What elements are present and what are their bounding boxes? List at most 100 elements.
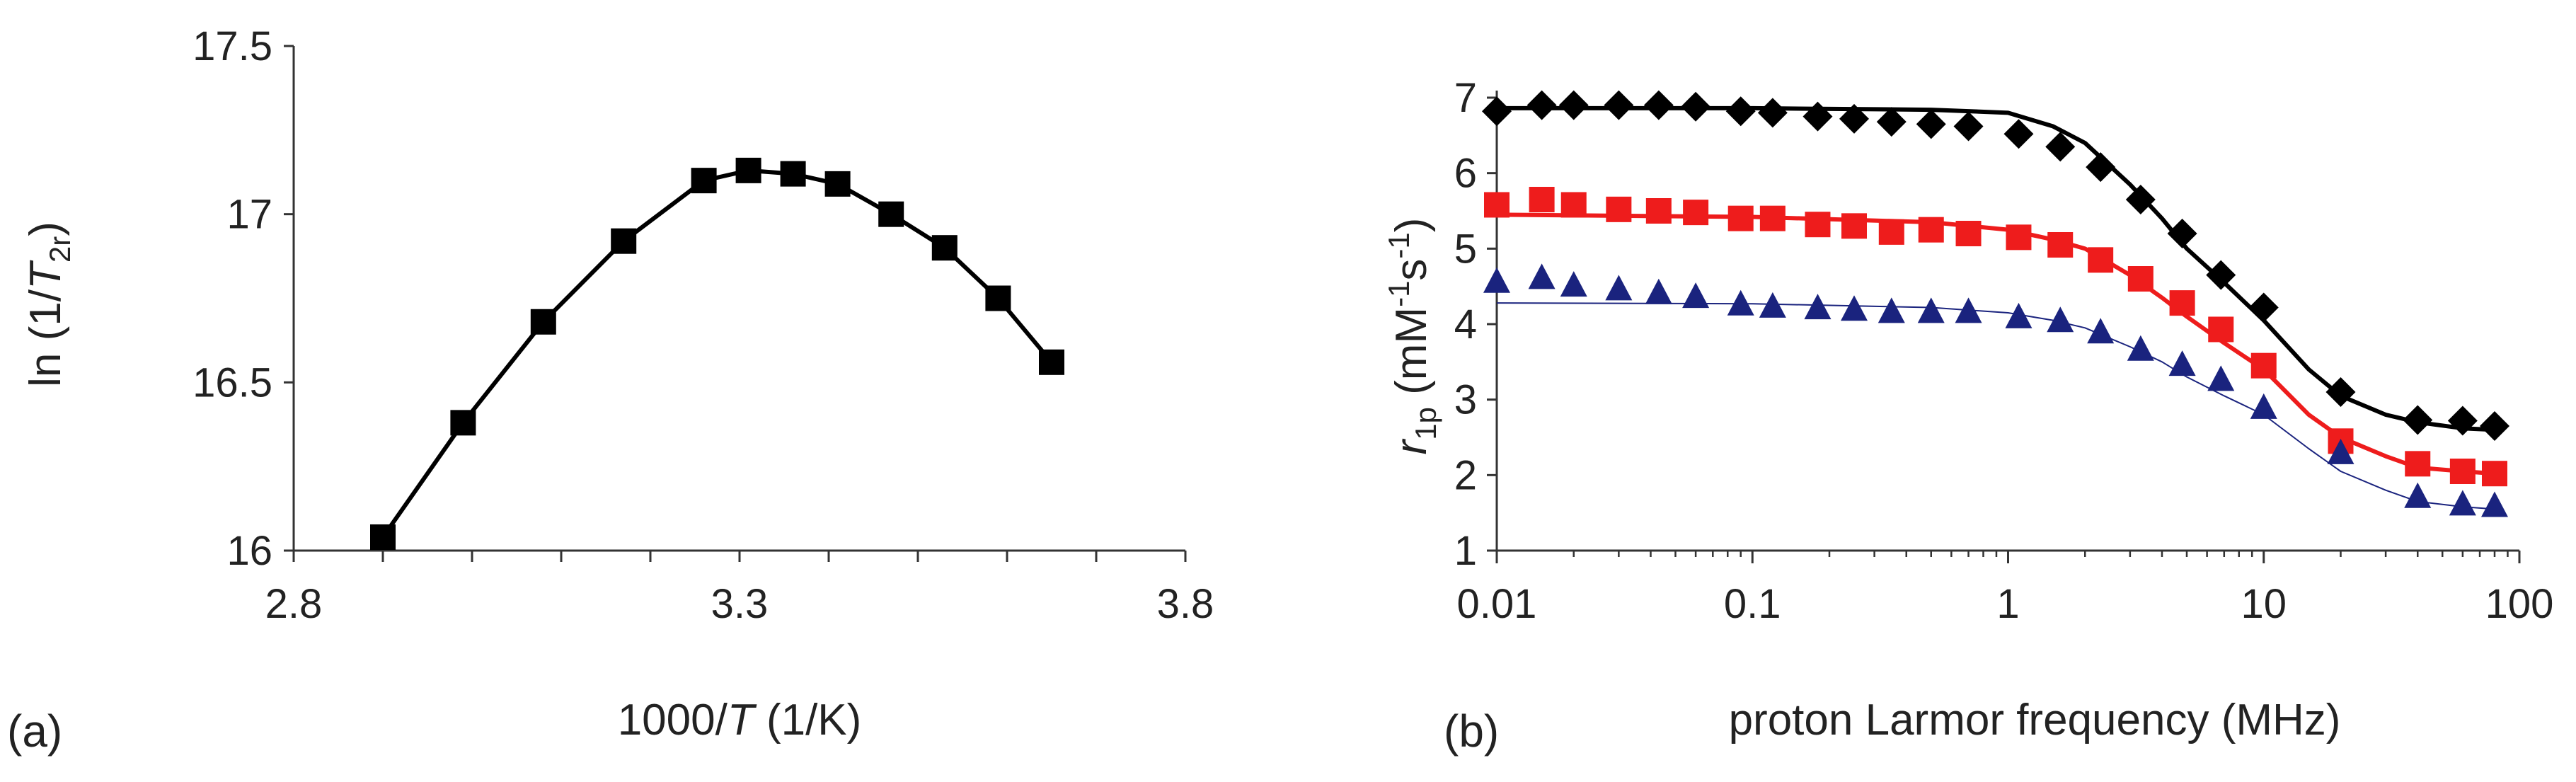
- panel-b-point-diamonds: [1802, 101, 1833, 132]
- panel-b-point-squares: [1606, 196, 1632, 222]
- panel-b-ylabel-sup1: -1: [1382, 281, 1415, 307]
- panel-b-point-diamonds: [2125, 185, 2156, 214]
- panel-b-point-triangles: [1917, 297, 1945, 323]
- panel-a-series-line: [381, 168, 1054, 539]
- panel-a-tick-labels: 16 16.5 17 17.5 2.8 3.3 3.8: [192, 23, 1214, 627]
- panel-b-point-squares: [1805, 212, 1831, 238]
- panel-a-data-point: [878, 201, 904, 227]
- panel-b-point-squares: [2405, 451, 2431, 477]
- panel-b-point-squares: [1645, 198, 1672, 224]
- panel-b-point-squares: [1529, 187, 1555, 212]
- panel-b-ylabel-sup2: -1: [1382, 232, 1415, 258]
- panel-b-point-squares: [1759, 205, 1786, 231]
- panel-a-axes: [284, 45, 1187, 562]
- panel-b-point-triangles: [2127, 335, 2154, 361]
- panel-b-point-triangles: [2404, 482, 2432, 508]
- panel-a-data-point: [931, 235, 958, 261]
- panel-a-data-point: [530, 309, 556, 335]
- panel-b-point-triangles: [1878, 297, 1905, 323]
- panel-b-point-diamonds: [2403, 405, 2433, 435]
- panel-b-point-diamonds: [2479, 411, 2509, 441]
- panel-b-point-triangles: [2087, 318, 2115, 344]
- panel-b-point-squares: [2047, 232, 2074, 258]
- panel-b-y-axis-title: r1p (mM-1s-1): [1382, 218, 1442, 455]
- panel-b-fit-triangles: [1496, 302, 2495, 510]
- panel-b-point-triangles: [1759, 292, 1786, 318]
- panel-b-point-squares: [1727, 205, 1754, 231]
- panel-b-point-diamonds: [1839, 103, 1870, 134]
- panel-a-y-tick-label: 16: [226, 528, 272, 574]
- panel-b-axes: [1487, 91, 2521, 563]
- panel-b-point-triangles: [1528, 263, 1556, 289]
- panel-b-point-squares: [2250, 352, 2277, 379]
- panel-a-data-point: [985, 285, 1011, 311]
- panel-a-x-tick-label: 3.3: [711, 581, 769, 627]
- panel-b-fit-curves: [1496, 105, 2495, 510]
- panel-b-point-diamonds: [1558, 90, 1589, 120]
- panel-b-point-triangles: [2327, 438, 2354, 464]
- panel-b-series: [1482, 90, 2509, 517]
- panel-b-x-tick-label: 0.01: [1457, 581, 1537, 627]
- panel-a-data-point: [611, 228, 637, 254]
- panel-b-point-squares: [1683, 200, 1709, 226]
- panel-a-x-tick-label: 2.8: [265, 581, 323, 627]
- panel-b-point-triangles: [1955, 297, 1982, 323]
- panel-a-data-point: [735, 157, 761, 183]
- panel-b-point-diamonds: [1526, 90, 1557, 120]
- panel-b-point-squares: [1918, 217, 1944, 243]
- panel-b-x-tick-label: 10: [2241, 581, 2287, 627]
- panel-b-point-triangles: [2250, 393, 2277, 419]
- panel-b-point-diamonds: [2206, 260, 2236, 290]
- panel-b-x-tick-label: 1: [1996, 581, 2019, 627]
- panel-b-point-squares: [1955, 221, 1982, 246]
- panel-b-point-squares: [1878, 219, 1904, 245]
- panel-b-point-triangles: [1682, 282, 1710, 309]
- panel-b-point-triangles: [1841, 295, 1868, 321]
- panel-b-point-squares: [2449, 459, 2476, 484]
- panel-b-y-tick-label: 6: [1454, 151, 1477, 197]
- panel-a-y-tick-label: 16.5: [192, 360, 272, 406]
- panel-a-y-tick-label: 17: [226, 192, 272, 238]
- panel-b-x-tick-label: 0.1: [1724, 581, 1781, 627]
- panel-b-ylabel-suffix: (mM: [1387, 307, 1436, 407]
- panel-b-y-tick-label: 2: [1454, 452, 1477, 498]
- panel-a-label: (a): [7, 706, 62, 757]
- panel-b-point-squares: [2127, 266, 2154, 292]
- panel-b-point-triangles: [2047, 306, 2074, 333]
- panel-a-x-axis-title: 1000/T (1/K): [618, 696, 862, 744]
- panel-a-xlabel-italic: T: [728, 696, 757, 744]
- panel-b-ylabel-italic: r: [1387, 438, 1436, 454]
- panel-b-y-tick-label: 3: [1454, 377, 1477, 423]
- panel-b-point-diamonds: [1681, 91, 1711, 122]
- panel-b-point-squares: [2088, 247, 2114, 273]
- panel-b-point-triangles: [1804, 294, 1832, 320]
- panel-b-fit-diamonds: [1497, 105, 2495, 432]
- panel-b-ylabel-mid: s: [1387, 259, 1436, 281]
- panel-b-point-diamonds: [1643, 90, 1674, 120]
- panel-b-ylabel-subscript: 1p: [1409, 407, 1442, 440]
- panel-b-point-diamonds: [1482, 96, 1512, 127]
- panel-b-y-tick-label: 1: [1454, 528, 1477, 574]
- panel-b-point-diamonds: [1604, 90, 1634, 120]
- panel-b-x-tick-label: 100: [2485, 581, 2554, 627]
- panel-b-point-squares: [1841, 213, 1868, 239]
- panel-b-point-diamonds: [2325, 377, 2356, 407]
- panel-b-y-tick-label: 5: [1454, 226, 1477, 272]
- panel-b-point-diamonds: [1876, 107, 1907, 137]
- panel-b-point-diamonds: [1916, 109, 1946, 139]
- panel-b-point-diamonds: [2248, 292, 2279, 323]
- panel-b-point-triangles: [2480, 491, 2508, 517]
- panel-b-x-axis-title: proton Larmor frequency (MHz): [1729, 696, 2341, 744]
- panel-b-point-diamonds: [2045, 132, 2076, 162]
- panel-b-point-triangles: [1560, 271, 1587, 297]
- panel-a-ylabel-suffix: ): [21, 222, 70, 236]
- panel-b-ylabel-end: ): [1387, 218, 1436, 233]
- panel-b-point-squares: [2006, 224, 2032, 251]
- panel-b-point-squares: [1560, 192, 1587, 218]
- panel-a-data-point: [1039, 349, 1064, 375]
- panel-b-point-diamonds: [2003, 119, 2034, 149]
